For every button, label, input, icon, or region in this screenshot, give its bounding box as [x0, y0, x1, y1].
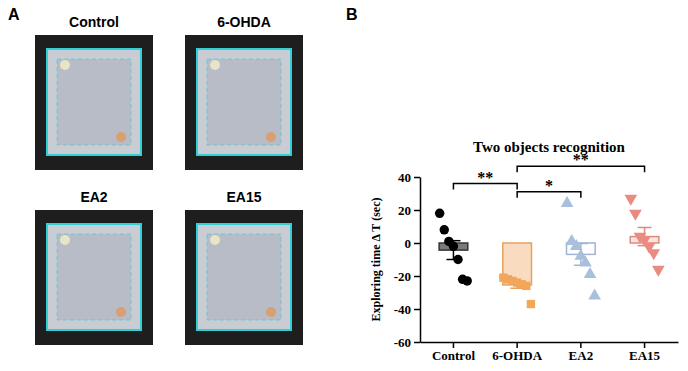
data-point [522, 282, 530, 290]
object [210, 60, 220, 70]
data-point [652, 266, 665, 277]
y-tick-label: 0 [405, 236, 412, 251]
plot-area [435, 195, 665, 308]
x-tick-mark [644, 342, 646, 348]
data-point [624, 195, 637, 206]
arena [197, 224, 291, 330]
data-point [561, 196, 574, 207]
x-axis-line [421, 342, 679, 344]
y-tick-label: -60 [394, 335, 411, 350]
object [266, 132, 276, 142]
y-tick-mark [414, 342, 420, 344]
significance-label: * [545, 177, 553, 194]
y-tick-mark [414, 243, 420, 245]
figure: A B Control 6-OHDA EA2 EA15 Two objects recogn… [0, 0, 688, 371]
x-tick: EA15 [629, 342, 661, 363]
x-tick-label: 6-OHDA [492, 348, 542, 363]
x-tick-label: Control [432, 348, 475, 363]
tracking-image [185, 210, 303, 345]
image-background [185, 210, 303, 345]
y-tick-mark [414, 177, 420, 179]
y-tick-label: 20 [398, 203, 411, 218]
y-tick: -60 [394, 335, 420, 350]
image-background [35, 210, 153, 345]
y-tick-mark [414, 276, 420, 278]
data-point [579, 255, 592, 266]
y-tick: 40 [398, 170, 420, 185]
panel-label: B [346, 6, 358, 23]
significance-label: ** [573, 151, 589, 168]
y-tick-label: 40 [398, 170, 411, 185]
y-axis-line [420, 178, 422, 343]
chart-title: Two objects recognition [473, 139, 626, 155]
object [116, 132, 126, 142]
y-tick-mark [414, 309, 420, 311]
y-axis: -60 -40 -20 0 20 40 [394, 170, 421, 350]
data-point [440, 225, 449, 234]
panel-label: A [8, 6, 20, 23]
x-tick-mark [516, 342, 518, 348]
object [210, 235, 220, 245]
y-axis-title: Exploring time Δ T (sec) [369, 198, 383, 322]
x-tick: Control [432, 342, 475, 363]
y-tick: -20 [394, 269, 420, 284]
data-point [435, 209, 444, 218]
x-tick-label: EA2 [569, 348, 594, 363]
image-background [185, 35, 303, 170]
arena [197, 49, 291, 155]
tracking-image [185, 35, 303, 170]
x-tick: 6-OHDA [492, 342, 542, 363]
data-point [588, 288, 601, 299]
data-point [449, 242, 458, 251]
object [60, 235, 70, 245]
arena-inner [57, 59, 131, 145]
image-title: EA2 [80, 189, 107, 205]
arena-inner [57, 234, 131, 320]
significance-label: ** [477, 169, 493, 186]
data-point [527, 300, 535, 308]
y-tick: 0 [405, 236, 421, 251]
arena [47, 224, 141, 330]
data-point [570, 239, 583, 250]
arena-inner [207, 234, 281, 320]
arena-inner [207, 59, 281, 145]
object [266, 307, 276, 317]
x-axis: Control 6-OHDA EA2 EA15 [421, 342, 679, 363]
x-tick: EA2 [569, 342, 594, 363]
annotations: ***** [453, 151, 644, 198]
data-point [647, 249, 660, 260]
x-tick-mark [453, 342, 455, 348]
data-point [629, 210, 642, 221]
object [116, 307, 126, 317]
y-tick-label: -40 [394, 302, 411, 317]
y-tick-label: -20 [394, 269, 411, 284]
object [60, 60, 70, 70]
image-background [35, 35, 153, 170]
x-tick-mark [580, 342, 582, 348]
y-tick: 20 [398, 203, 420, 218]
y-tick: -40 [394, 302, 420, 317]
data-point [462, 276, 471, 285]
error-cap [638, 227, 652, 229]
x-tick-label: EA15 [629, 348, 661, 363]
image-title: Control [69, 14, 119, 30]
tracking-image [35, 35, 153, 170]
data-point [453, 255, 462, 264]
image-title: 6-OHDA [217, 14, 271, 30]
arena [47, 49, 141, 155]
image-title: EA15 [226, 189, 261, 205]
data-point [584, 267, 597, 278]
y-tick-mark [414, 210, 420, 212]
tracking-image [35, 210, 153, 345]
